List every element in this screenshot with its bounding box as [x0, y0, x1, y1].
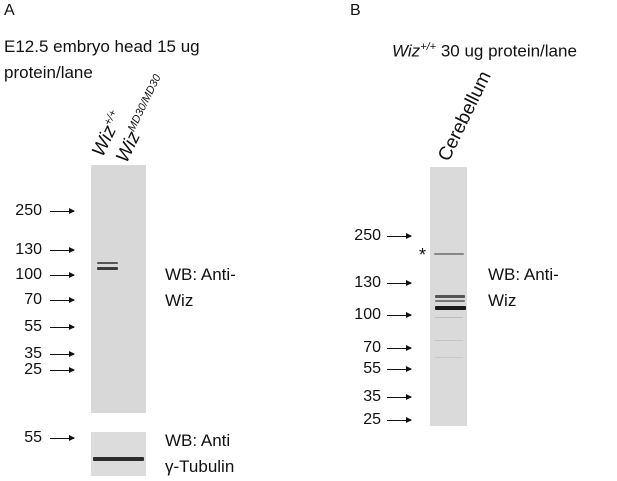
marker-a-35: 35 — [24, 345, 42, 362]
faint-band-2 — [435, 340, 463, 341]
wiz-band-b-main — [435, 306, 466, 310]
arrow-b-25 — [387, 417, 412, 423]
wb-wiz-label-b-line2: Wiz — [488, 291, 517, 310]
wb-tubulin-label-line1: WB: Anti — [165, 431, 231, 450]
lane-label-cerebellum: Cerebellum — [434, 68, 496, 165]
panel-a-title-line1: E12.5 embryo head 15 ug — [4, 37, 200, 56]
wb-wiz-label-a-line1: WB: Anti- — [165, 265, 236, 284]
panel-a-title-line2: protein/lane — [4, 63, 93, 82]
marker-b-35: 35 — [363, 388, 381, 405]
arrow-a-55 — [50, 324, 75, 330]
arrow-a-tubulin-55 — [50, 435, 75, 441]
marker-a-tubulin-55: 55 — [24, 429, 42, 446]
marker-b-130: 130 — [354, 274, 381, 291]
panel-a-tubulin-blot — [91, 432, 146, 476]
wiz-band-b-upper — [435, 295, 465, 298]
marker-b-55: 55 — [363, 360, 381, 377]
wb-wiz-label-a-line2: Wiz — [165, 291, 194, 310]
marker-a-25: 25 — [24, 361, 42, 378]
marker-a-55: 55 — [24, 318, 42, 335]
arrow-a-250 — [50, 208, 75, 214]
panel-b-letter: B — [350, 2, 361, 19]
arrow-a-25 — [50, 367, 75, 373]
panel-a-wiz-blot — [91, 165, 146, 413]
wb-wiz-label-b-line1: WB: Anti- — [488, 265, 559, 284]
arrow-b-100 — [387, 312, 412, 318]
arrow-b-70 — [387, 345, 412, 351]
panel-b-title-gene: Wiz — [392, 41, 421, 61]
arrow-b-35 — [387, 394, 412, 400]
wiz-band-lower — [97, 267, 118, 270]
marker-a-70: 70 — [24, 291, 42, 308]
wb-tubulin-label-line2: γ-Tubulin — [165, 457, 235, 476]
arrow-b-130 — [387, 280, 412, 286]
wiz-band-b-mid — [435, 300, 465, 302]
arrow-b-250 — [387, 233, 412, 239]
arrow-a-130 — [50, 247, 75, 253]
marker-a-250: 250 — [15, 202, 42, 219]
asterisk: * — [419, 245, 427, 265]
arrow-a-70 — [50, 297, 75, 303]
faint-band-1 — [435, 317, 463, 318]
nonspecific-band — [434, 253, 464, 255]
panel-a-letter: A — [4, 2, 15, 19]
arrow-a-35 — [50, 351, 75, 357]
marker-b-70: 70 — [363, 339, 381, 356]
panel-b-title-rest: 30 ug protein/lane — [436, 41, 577, 61]
marker-b-250: 250 — [354, 227, 381, 244]
lane-label-mutant-sup: MD30/MD30 — [125, 72, 164, 134]
marker-b-100: 100 — [354, 306, 381, 323]
marker-b-25: 25 — [363, 411, 381, 428]
panel-b-wiz-blot — [430, 167, 467, 426]
panel-b-title-sup: +/+ — [420, 41, 437, 53]
tubulin-band — [93, 457, 144, 461]
wiz-band-upper — [97, 262, 118, 264]
arrow-a-100 — [50, 272, 75, 278]
panel-b-title: Wiz+/+ 30 ug protein/lane — [392, 36, 577, 63]
faint-band-3 — [435, 357, 463, 358]
marker-a-130: 130 — [15, 241, 42, 258]
arrow-b-55 — [387, 366, 412, 372]
marker-a-100: 100 — [15, 266, 42, 283]
